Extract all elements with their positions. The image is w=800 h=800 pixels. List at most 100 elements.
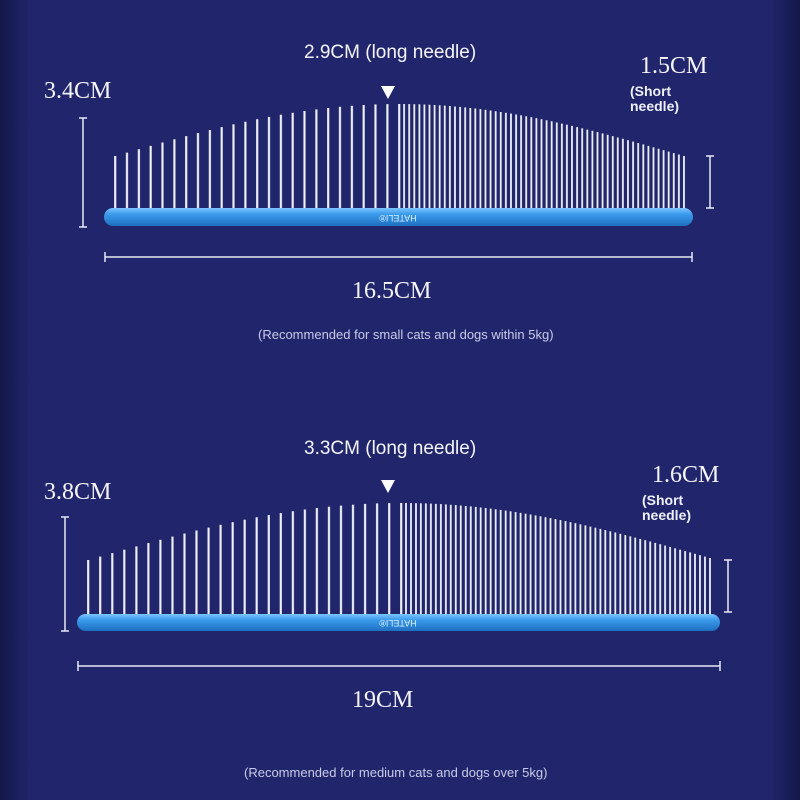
comb1-needle-long <box>279 114 283 210</box>
comb1-needle-short <box>606 134 609 210</box>
comb1-needle-short <box>454 106 456 210</box>
comb1-needle-long <box>338 106 342 210</box>
comb1-needle-short <box>499 112 502 210</box>
comb1-needle-short <box>581 128 584 210</box>
comb2-needle-short <box>509 511 512 616</box>
comb1-needle-long <box>327 108 330 210</box>
comb1-needle-short <box>652 147 655 210</box>
comb1-needle-short <box>525 116 528 210</box>
comb2-needle-short <box>489 508 492 616</box>
comb2-needle-short <box>604 530 607 616</box>
comb1-needle-short <box>535 118 538 210</box>
comb1-needle-short <box>601 133 604 210</box>
comb1-needle-short <box>530 117 533 210</box>
comb1-needle-short <box>418 104 421 210</box>
comb1-needle-short <box>413 104 416 210</box>
comb2-needle-long <box>159 539 162 616</box>
comb2-needle-short <box>484 508 487 616</box>
comb2-needle-long <box>267 515 270 616</box>
comb2-needle-long <box>231 522 234 616</box>
comb2-needle-short <box>669 546 672 616</box>
comb2-needle-short <box>469 506 472 616</box>
comb2-needle-short <box>424 503 427 616</box>
comb2-needle-short <box>554 519 557 616</box>
comb1-needle-long <box>315 109 318 210</box>
comb1-needle-short <box>611 136 614 210</box>
comb1-needle-short <box>662 150 665 210</box>
comb1-needle-long <box>267 116 271 210</box>
comb1-needle-short <box>510 113 512 210</box>
comb1-needle-short <box>408 104 411 210</box>
comb2-needle-short <box>504 510 507 616</box>
comb2-needle-long <box>147 543 150 616</box>
comb2-needle-long <box>339 505 343 616</box>
comb1-needle-short <box>504 112 507 210</box>
comb1-needle-short <box>428 104 431 210</box>
comb1-needle-short <box>565 124 568 210</box>
comb1-needle-long <box>125 152 129 210</box>
comb2-needle-short <box>659 544 662 616</box>
comb1-needle-short <box>632 141 635 210</box>
comb1-needle-long <box>149 145 152 210</box>
comb2-needle-short <box>564 521 567 616</box>
comb2-short-dimension <box>724 559 732 613</box>
comb1-needle-short <box>555 122 558 210</box>
comb1-needle-short <box>459 106 462 210</box>
comb2-needle-long <box>291 511 295 616</box>
comb2-needle-long <box>303 509 307 616</box>
comb2-needle-short <box>639 538 642 616</box>
comb2-needle-short <box>444 504 447 616</box>
comb1-needle-short <box>474 108 477 210</box>
comb1-needle-short <box>520 115 523 210</box>
comb1-center-marker-icon <box>381 86 395 99</box>
comb2-needle-long <box>195 530 198 616</box>
comb1-needle-short <box>621 138 624 210</box>
comb2-needle-short <box>574 523 577 616</box>
comb1-needle-long <box>256 119 259 210</box>
comb1-needle-short <box>586 129 589 210</box>
comb2-needle-short <box>644 540 647 616</box>
comb2-needle-long <box>219 524 222 616</box>
comb1-needle-long <box>137 149 141 210</box>
comb1-needle-short <box>540 119 543 210</box>
comb1-recommendation: (Recommended for small cats and dogs wit… <box>258 327 554 342</box>
comb2-needle-short <box>434 503 437 616</box>
comb2-needle-short <box>410 503 412 616</box>
comb2-needle-long <box>99 556 102 616</box>
comb1-needle-long <box>303 111 306 210</box>
comb2-needle-short <box>439 504 442 616</box>
comb2-needle-short <box>544 517 547 616</box>
comb2-needle-short <box>614 532 617 616</box>
comb1-needle-short <box>647 145 650 210</box>
comb1-needle-short <box>642 144 645 210</box>
comb1-needle-short <box>403 104 406 210</box>
comb2-long-needle-label: 3.3CM (long needle) <box>304 438 477 459</box>
comb2-needle-long <box>279 513 282 616</box>
comb1-needle-short <box>683 156 685 210</box>
comb2-needle-short <box>549 518 552 616</box>
comb2-needle-short <box>699 555 701 616</box>
comb1-needle-long <box>220 127 223 210</box>
comb2-needle-short <box>684 551 687 616</box>
comb1-needle-short <box>484 109 487 210</box>
comb2-needle-short <box>415 503 417 616</box>
comb1-needle-long <box>291 112 294 210</box>
comb2-needle-long <box>183 533 186 616</box>
comb1-needle-long <box>173 139 176 210</box>
comb2-width-label: 19CM <box>352 687 414 713</box>
comb1-height-dimension <box>79 117 87 228</box>
comb1-brand: HATELI® <box>379 213 417 223</box>
comb2-needle-short <box>584 525 587 616</box>
comb1-needle-short <box>469 108 472 210</box>
comb2-recommendation: (Recommended for medium cats and dogs ov… <box>244 765 548 780</box>
comb1-needle-long <box>350 105 354 210</box>
comb2-needle-long <box>375 503 379 616</box>
comb2-needle-long <box>87 560 90 616</box>
comb1-needle-short <box>591 130 594 210</box>
comb2-needle-short <box>594 527 597 616</box>
comb1-needle-short <box>433 105 436 210</box>
comb2-needle-short <box>679 549 682 616</box>
comb1-needle-long <box>208 130 212 210</box>
comb1-needle-long <box>185 136 188 210</box>
